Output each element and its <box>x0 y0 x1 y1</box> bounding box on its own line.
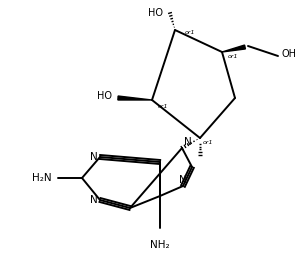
Text: or1: or1 <box>158 104 169 109</box>
Polygon shape <box>118 96 152 100</box>
Text: HO: HO <box>148 8 163 18</box>
Text: N: N <box>184 137 192 147</box>
Text: or1: or1 <box>203 141 214 145</box>
Text: N: N <box>90 152 98 162</box>
Text: or1: or1 <box>185 30 195 35</box>
Text: N: N <box>90 195 98 205</box>
Text: NH₂: NH₂ <box>150 240 170 250</box>
Polygon shape <box>222 45 246 52</box>
Text: HO: HO <box>97 91 112 101</box>
Text: OH: OH <box>282 49 297 59</box>
Text: N: N <box>179 175 187 185</box>
Text: H₂N: H₂N <box>32 173 52 183</box>
Text: or1: or1 <box>228 53 239 59</box>
